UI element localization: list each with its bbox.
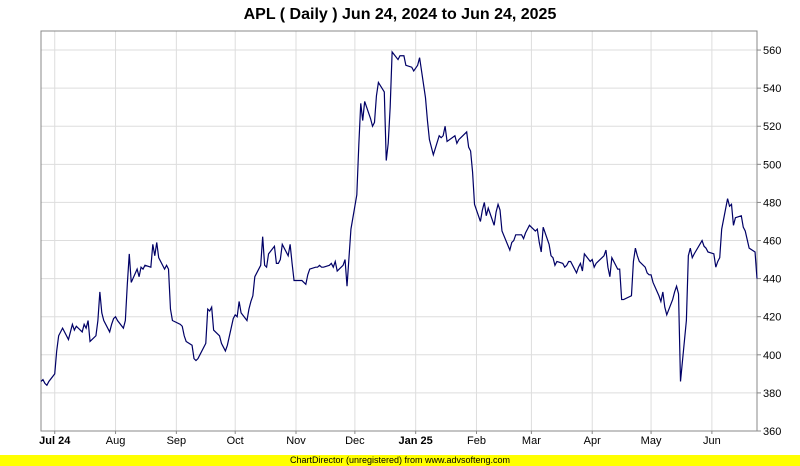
y-tick-label: 380 bbox=[763, 388, 781, 400]
footer-credit: ChartDirector (unregistered) from www.ad… bbox=[0, 455, 800, 466]
y-tick-label: 420 bbox=[763, 312, 781, 324]
y-tick-label: 440 bbox=[763, 274, 781, 286]
grid-lines bbox=[41, 31, 757, 432]
x-tick-label: Jun bbox=[703, 435, 721, 447]
y-tick-label: 400 bbox=[763, 350, 781, 362]
x-tick-label: Aug bbox=[106, 435, 126, 447]
y-axis: 360 380 400 420 440 460 480 500 520 540 560 bbox=[757, 45, 781, 438]
price-points bbox=[40, 51, 758, 386]
x-tick-label: Apr bbox=[584, 435, 601, 447]
plot-area-border bbox=[40, 30, 758, 432]
y-tick-label: 560 bbox=[763, 45, 781, 57]
x-tick-label: Oct bbox=[227, 435, 244, 447]
y-tick-label: 360 bbox=[763, 426, 781, 438]
y-tick-label: 460 bbox=[763, 236, 781, 248]
chart-title: APL ( Daily ) Jun 24, 2024 to Jun 24, 20… bbox=[244, 6, 557, 23]
x-tick-label: Feb bbox=[467, 435, 486, 447]
x-tick-label: Dec bbox=[345, 435, 365, 447]
y-tick-label: 480 bbox=[763, 197, 781, 209]
price-chart: APL ( Daily ) Jun 24, 2024 to Jun 24, 20… bbox=[0, 0, 800, 455]
x-tick-label: May bbox=[641, 435, 662, 447]
x-tick-label: Mar bbox=[522, 435, 541, 447]
x-tick-label: Nov bbox=[286, 435, 306, 447]
y-tick-label: 520 bbox=[763, 121, 781, 133]
x-tick-label: Jan 25 bbox=[399, 435, 433, 447]
x-tick-label: Jul 24 bbox=[39, 435, 71, 447]
y-tick-label: 500 bbox=[763, 159, 781, 171]
chart-background bbox=[0, 0, 800, 455]
y-tick-label: 540 bbox=[763, 83, 781, 95]
x-tick-label: Sep bbox=[167, 435, 187, 447]
x-axis: Jul 24 Aug Sep Oct Nov Dec Jan 25 Feb Mar Apr May J… bbox=[39, 431, 721, 447]
